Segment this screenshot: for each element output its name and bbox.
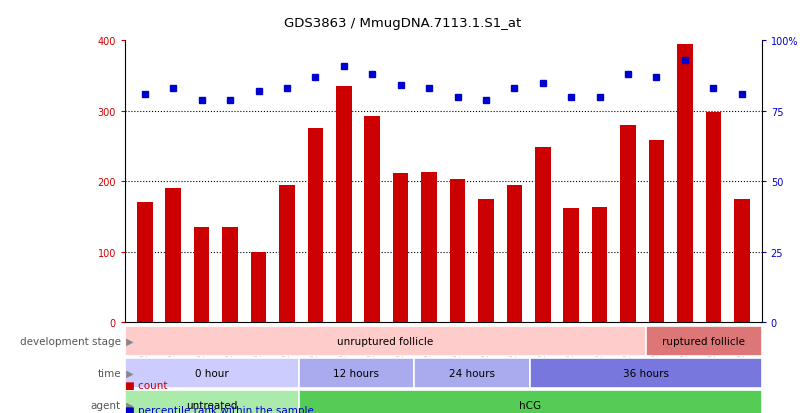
Text: ■ percentile rank within the sample: ■ percentile rank within the sample bbox=[125, 405, 314, 413]
Bar bbox=[194, 227, 210, 322]
Text: ▶: ▶ bbox=[123, 368, 133, 378]
Bar bbox=[649, 141, 664, 322]
Text: ▶: ▶ bbox=[123, 400, 133, 410]
Bar bbox=[137, 203, 152, 322]
Text: agent: agent bbox=[91, 400, 121, 410]
Bar bbox=[563, 209, 579, 322]
Text: 0 hour: 0 hour bbox=[195, 368, 229, 378]
Bar bbox=[222, 227, 238, 322]
Text: 36 hours: 36 hours bbox=[623, 368, 669, 378]
Bar bbox=[414, 358, 530, 388]
Bar bbox=[478, 199, 494, 322]
Text: untreated: untreated bbox=[186, 400, 238, 410]
Bar bbox=[298, 358, 414, 388]
Text: 12 hours: 12 hours bbox=[334, 368, 380, 378]
Bar bbox=[450, 180, 465, 322]
Bar bbox=[364, 116, 380, 322]
Bar bbox=[279, 185, 295, 322]
Bar bbox=[393, 173, 409, 322]
Text: ▶: ▶ bbox=[123, 336, 133, 346]
Bar bbox=[592, 208, 608, 322]
Bar bbox=[705, 113, 721, 322]
Text: 24 hours: 24 hours bbox=[449, 368, 495, 378]
Text: GDS3863 / MmugDNA.7113.1.S1_at: GDS3863 / MmugDNA.7113.1.S1_at bbox=[285, 17, 521, 29]
Bar bbox=[734, 199, 750, 322]
Bar bbox=[336, 87, 351, 322]
Bar bbox=[422, 173, 437, 322]
Text: hCG: hCG bbox=[519, 400, 541, 410]
Bar bbox=[677, 45, 692, 322]
Bar bbox=[165, 189, 181, 322]
Bar bbox=[298, 390, 762, 413]
Bar bbox=[125, 358, 298, 388]
Bar bbox=[308, 129, 323, 322]
Bar bbox=[535, 148, 550, 322]
Text: ■ count: ■ count bbox=[125, 380, 168, 390]
Bar bbox=[125, 390, 298, 413]
Bar bbox=[530, 358, 762, 388]
Bar bbox=[251, 252, 266, 322]
Text: development stage: development stage bbox=[20, 336, 121, 346]
Bar bbox=[621, 126, 636, 322]
Bar bbox=[646, 326, 762, 356]
Text: time: time bbox=[98, 368, 121, 378]
Bar bbox=[125, 326, 646, 356]
Bar bbox=[506, 185, 522, 322]
Text: unruptured follicle: unruptured follicle bbox=[337, 336, 434, 346]
Text: ruptured follicle: ruptured follicle bbox=[663, 336, 746, 346]
